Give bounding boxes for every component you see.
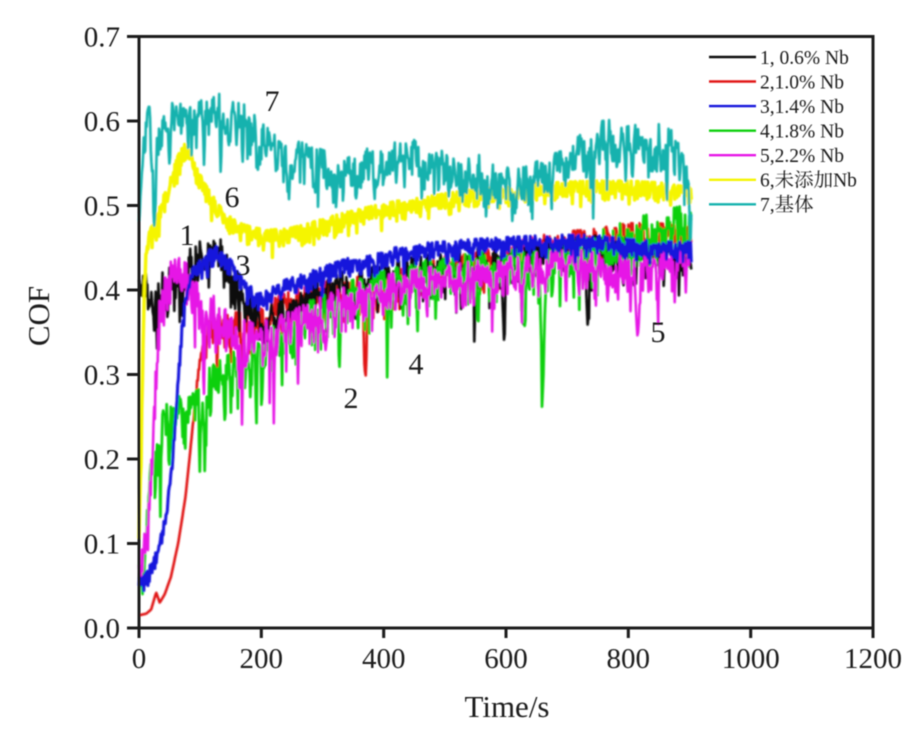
svg-text:COF: COF <box>21 286 56 346</box>
svg-text:0.5: 0.5 <box>84 191 120 223</box>
svg-text:0.1: 0.1 <box>84 529 120 561</box>
svg-text:4,1.8% Nb: 4,1.8% Nb <box>760 122 844 143</box>
svg-text:3: 3 <box>236 249 251 282</box>
svg-text:5: 5 <box>651 316 666 349</box>
svg-text:4: 4 <box>409 348 424 381</box>
svg-text:400: 400 <box>362 643 406 675</box>
svg-text:0.6: 0.6 <box>84 106 120 138</box>
svg-text:5,2.2% Nb: 5,2.2% Nb <box>760 146 844 167</box>
svg-text:1, 0.6% Nb: 1, 0.6% Nb <box>760 48 849 69</box>
svg-text:6: 6 <box>225 181 240 214</box>
svg-text:0.3: 0.3 <box>84 360 120 392</box>
svg-text:Nb: Nb <box>833 171 857 192</box>
svg-text:1: 1 <box>180 219 195 252</box>
svg-text:7,: 7, <box>760 195 775 216</box>
svg-text:2: 2 <box>344 382 359 415</box>
svg-text:200: 200 <box>240 643 284 675</box>
svg-text:800: 800 <box>607 643 651 675</box>
svg-text:0.7: 0.7 <box>84 22 120 54</box>
svg-text:Time/s: Time/s <box>464 689 549 724</box>
svg-text:0: 0 <box>132 643 147 675</box>
svg-text:2,1.0% Nb: 2,1.0% Nb <box>760 72 844 93</box>
svg-text:600: 600 <box>484 643 528 675</box>
svg-text:0.4: 0.4 <box>84 275 121 307</box>
svg-text:1000: 1000 <box>722 643 780 675</box>
svg-text:6,: 6, <box>760 171 775 192</box>
svg-text:1200: 1200 <box>844 643 902 675</box>
svg-text:7: 7 <box>265 85 280 118</box>
svg-text:3,1.4% Nb: 3,1.4% Nb <box>760 97 844 118</box>
svg-text:0.2: 0.2 <box>84 444 120 476</box>
svg-text:0.0: 0.0 <box>84 613 120 645</box>
